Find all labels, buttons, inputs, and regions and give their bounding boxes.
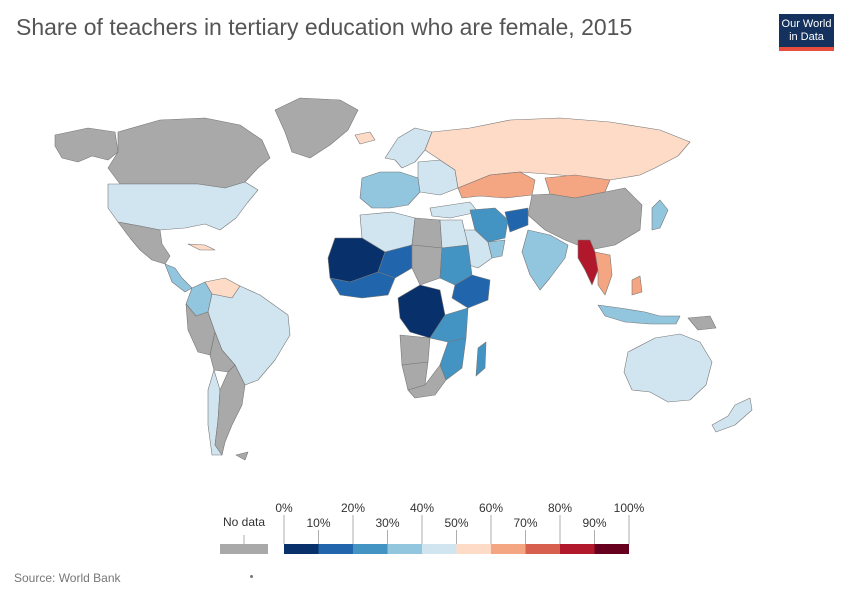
region-libya[interactable] bbox=[411, 217, 443, 249]
region-afghanistan[interactable] bbox=[504, 207, 529, 233]
region-cuba[interactable] bbox=[187, 243, 216, 251]
region-chad[interactable] bbox=[411, 244, 443, 286]
region-turkey[interactable] bbox=[429, 201, 479, 219]
region-new-zealand[interactable] bbox=[711, 397, 753, 433]
legend-no-data-swatch[interactable] bbox=[220, 544, 268, 554]
legend-tick-label: 80% bbox=[548, 501, 572, 515]
legend-tick-label: 100% bbox=[614, 501, 645, 515]
logo-line-2: in Data bbox=[789, 31, 824, 43]
region-japan[interactable] bbox=[651, 199, 669, 231]
region-thailand[interactable] bbox=[594, 251, 613, 296]
region-angola[interactable] bbox=[399, 334, 431, 366]
owid-logo[interactable]: Our World in Data bbox=[779, 14, 834, 51]
region-india[interactable] bbox=[521, 229, 569, 291]
world-map bbox=[54, 97, 753, 461]
chart-title: Share of teachers in tertiary education … bbox=[16, 14, 633, 40]
region-oman[interactable] bbox=[487, 239, 506, 259]
region-argentina[interactable] bbox=[214, 364, 246, 456]
legend-tick-label: 0% bbox=[275, 501, 293, 515]
legend-bin-swatch[interactable] bbox=[491, 544, 526, 554]
legend-tick-label: 50% bbox=[444, 516, 468, 530]
region-mexico[interactable] bbox=[117, 221, 171, 265]
legend-tick-label: 30% bbox=[375, 516, 399, 530]
region-australia[interactable] bbox=[623, 333, 713, 403]
region-canada[interactable] bbox=[107, 117, 271, 189]
legend-no-data-label: No data bbox=[223, 515, 265, 529]
region-central-america[interactable] bbox=[164, 263, 193, 293]
region-western-europe[interactable] bbox=[359, 171, 421, 209]
region-myanmar[interactable] bbox=[577, 239, 599, 286]
legend-bin-swatch[interactable] bbox=[525, 544, 561, 554]
region-south-africa[interactable] bbox=[407, 364, 447, 399]
region-egypt[interactable] bbox=[439, 219, 469, 249]
region-united-states[interactable] bbox=[107, 181, 259, 231]
region-west-africa[interactable] bbox=[329, 271, 396, 299]
source-note: Source: World Bank bbox=[14, 571, 121, 585]
legend-tick-label: 20% bbox=[341, 501, 365, 515]
legend-bin-swatch[interactable] bbox=[560, 544, 595, 554]
legend-tick-label: 90% bbox=[582, 516, 606, 530]
legend-bin-swatch[interactable] bbox=[422, 544, 457, 554]
legend-tick-label: 60% bbox=[479, 501, 503, 515]
legend-bin-swatch[interactable] bbox=[284, 544, 319, 554]
region-russia[interactable] bbox=[424, 117, 691, 189]
legend-bin-swatch[interactable] bbox=[387, 544, 423, 554]
region-madagascar[interactable] bbox=[475, 341, 487, 377]
logo-line-1: Our World bbox=[781, 18, 832, 30]
region-alaska[interactable] bbox=[54, 127, 119, 163]
decorative-dot bbox=[250, 575, 253, 578]
legend-tick-label: 70% bbox=[513, 516, 537, 530]
region-mozambique[interactable] bbox=[439, 337, 467, 381]
legend-tick-label: 40% bbox=[410, 501, 434, 515]
region-ethiopia[interactable] bbox=[451, 274, 491, 309]
legend-bin-swatch[interactable] bbox=[456, 544, 492, 554]
region-greenland[interactable] bbox=[274, 97, 359, 159]
legend-bin-swatch[interactable] bbox=[318, 544, 354, 554]
color-legend: No data 0% 20% 40% 60% 80% 100% 10% 30% 50% 70% 90… bbox=[220, 501, 645, 554]
region-iceland[interactable] bbox=[354, 131, 376, 145]
region-indonesia[interactable] bbox=[597, 304, 681, 325]
region-papua-new-guinea[interactable] bbox=[687, 315, 717, 331]
region-china[interactable] bbox=[527, 187, 643, 251]
legend-bin-swatch[interactable] bbox=[353, 544, 388, 554]
region-philippines[interactable] bbox=[631, 275, 643, 296]
region-antarctic-peninsula[interactable] bbox=[235, 451, 249, 461]
legend-tick-label: 10% bbox=[306, 516, 330, 530]
region-niger[interactable] bbox=[377, 244, 413, 279]
legend-bin-swatch[interactable] bbox=[594, 544, 630, 554]
